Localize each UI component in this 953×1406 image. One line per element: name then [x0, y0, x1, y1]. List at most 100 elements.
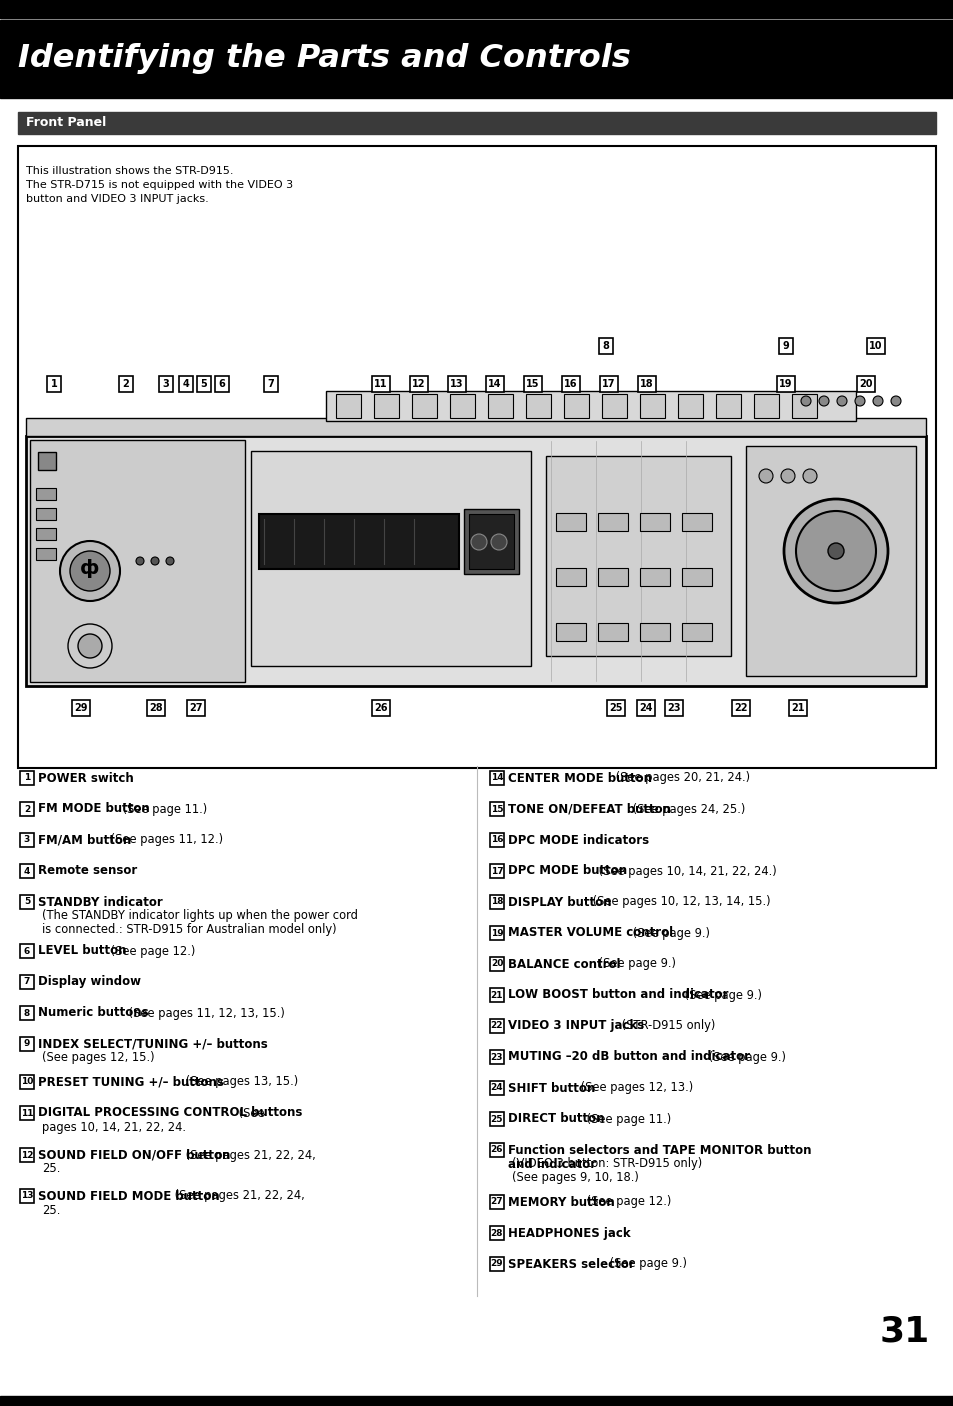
- Text: The STR-D715 is not equipped with the VIDEO 3: The STR-D715 is not equipped with the VI…: [26, 180, 293, 190]
- Bar: [20, 1076, 34, 1090]
- Text: 1: 1: [51, 380, 57, 389]
- Bar: [0, 20, 953, 98]
- Text: 12: 12: [21, 1150, 33, 1160]
- Text: and indicator: and indicator: [507, 1157, 596, 1171]
- Text: pages 10, 14, 21, 22, 24.: pages 10, 14, 21, 22, 24.: [42, 1121, 186, 1133]
- Bar: [47, 375, 61, 392]
- Bar: [30, 440, 245, 682]
- Text: (VIDEO 3 button: STR-D915 only): (VIDEO 3 button: STR-D915 only): [512, 1157, 701, 1171]
- Bar: [731, 700, 749, 716]
- Bar: [490, 1143, 503, 1157]
- Text: DISPLAY button: DISPLAY button: [507, 896, 611, 908]
- Bar: [0, 0, 953, 18]
- Text: FM MODE button: FM MODE button: [38, 803, 150, 815]
- Text: 25: 25: [609, 703, 622, 713]
- Text: 25.: 25.: [42, 1204, 60, 1216]
- Bar: [490, 1081, 503, 1095]
- Text: 15: 15: [526, 380, 539, 389]
- Text: (The STANDBY indicator lights up when the power cord: (The STANDBY indicator lights up when th…: [42, 910, 357, 922]
- Text: 23: 23: [490, 1053, 503, 1062]
- Bar: [681, 623, 711, 641]
- Text: 12: 12: [412, 380, 425, 389]
- Circle shape: [166, 557, 173, 565]
- Text: 11: 11: [21, 1108, 33, 1118]
- Text: 27: 27: [189, 703, 203, 713]
- Bar: [791, 394, 816, 418]
- Text: 7: 7: [24, 977, 30, 987]
- Bar: [20, 1038, 34, 1052]
- Text: 5: 5: [200, 380, 207, 389]
- Bar: [469, 515, 514, 569]
- Text: (See pages 11, 12.): (See pages 11, 12.): [108, 834, 223, 846]
- Text: (See pages 13, 15.): (See pages 13, 15.): [182, 1076, 298, 1088]
- Circle shape: [890, 396, 900, 406]
- Text: FM/AM button: FM/AM button: [38, 834, 132, 846]
- Bar: [20, 943, 34, 957]
- Text: 17: 17: [601, 380, 615, 389]
- Text: 26: 26: [374, 703, 387, 713]
- Bar: [488, 394, 513, 418]
- Text: 22: 22: [490, 1022, 503, 1031]
- Bar: [448, 375, 465, 392]
- Bar: [678, 394, 702, 418]
- Text: 8: 8: [602, 342, 609, 352]
- Bar: [374, 394, 398, 418]
- Circle shape: [136, 557, 144, 565]
- Text: 24: 24: [639, 703, 652, 713]
- Circle shape: [759, 470, 772, 484]
- Text: 10: 10: [868, 342, 882, 352]
- Text: DIRECT button: DIRECT button: [507, 1112, 604, 1125]
- Text: 23: 23: [666, 703, 680, 713]
- Text: (See pages 10, 14, 21, 22, 24.): (See pages 10, 14, 21, 22, 24.): [594, 865, 776, 877]
- Text: 6: 6: [218, 380, 225, 389]
- Text: 8: 8: [24, 1008, 30, 1018]
- Bar: [20, 1007, 34, 1019]
- Text: PRESET TUNING +/– buttons: PRESET TUNING +/– buttons: [38, 1076, 224, 1088]
- Bar: [71, 700, 90, 716]
- Text: CENTER MODE button: CENTER MODE button: [507, 772, 651, 785]
- Text: 14: 14: [488, 380, 501, 389]
- Bar: [490, 957, 503, 972]
- Bar: [490, 865, 503, 877]
- Bar: [523, 375, 541, 392]
- Text: 13: 13: [21, 1191, 33, 1201]
- Bar: [490, 1112, 503, 1126]
- Bar: [490, 927, 503, 941]
- Text: 22: 22: [734, 703, 747, 713]
- Bar: [598, 337, 613, 354]
- Bar: [637, 700, 655, 716]
- Circle shape: [818, 396, 828, 406]
- Circle shape: [70, 551, 110, 591]
- Bar: [599, 375, 618, 392]
- Text: 29: 29: [490, 1260, 503, 1268]
- Circle shape: [802, 470, 816, 484]
- Text: 21: 21: [490, 990, 503, 1000]
- Text: (See pages 9, 10, 18.): (See pages 9, 10, 18.): [512, 1171, 639, 1184]
- Bar: [251, 451, 531, 666]
- Text: STANDBY indicator: STANDBY indicator: [38, 896, 163, 908]
- Bar: [18, 146, 935, 768]
- Circle shape: [781, 470, 794, 484]
- Bar: [490, 896, 503, 910]
- Bar: [264, 375, 277, 392]
- Bar: [490, 1257, 503, 1271]
- Circle shape: [68, 624, 112, 668]
- Bar: [779, 337, 792, 354]
- Bar: [36, 488, 56, 501]
- Bar: [372, 375, 390, 392]
- Bar: [525, 394, 551, 418]
- Text: 28: 28: [149, 703, 163, 713]
- Circle shape: [872, 396, 882, 406]
- Text: 14: 14: [490, 773, 503, 783]
- Text: 10: 10: [21, 1077, 33, 1087]
- Text: SOUND FIELD MODE button: SOUND FIELD MODE button: [38, 1189, 219, 1202]
- Bar: [335, 394, 360, 418]
- Text: 6: 6: [24, 946, 30, 956]
- Text: Front Panel: Front Panel: [26, 117, 106, 129]
- Text: 13: 13: [450, 380, 463, 389]
- Bar: [36, 548, 56, 560]
- Bar: [36, 508, 56, 520]
- Text: (See pages 20, 21, 24.): (See pages 20, 21, 24.): [612, 772, 749, 785]
- Text: (See pages 10, 12, 13, 14, 15.): (See pages 10, 12, 13, 14, 15.): [588, 896, 770, 908]
- Bar: [598, 513, 627, 531]
